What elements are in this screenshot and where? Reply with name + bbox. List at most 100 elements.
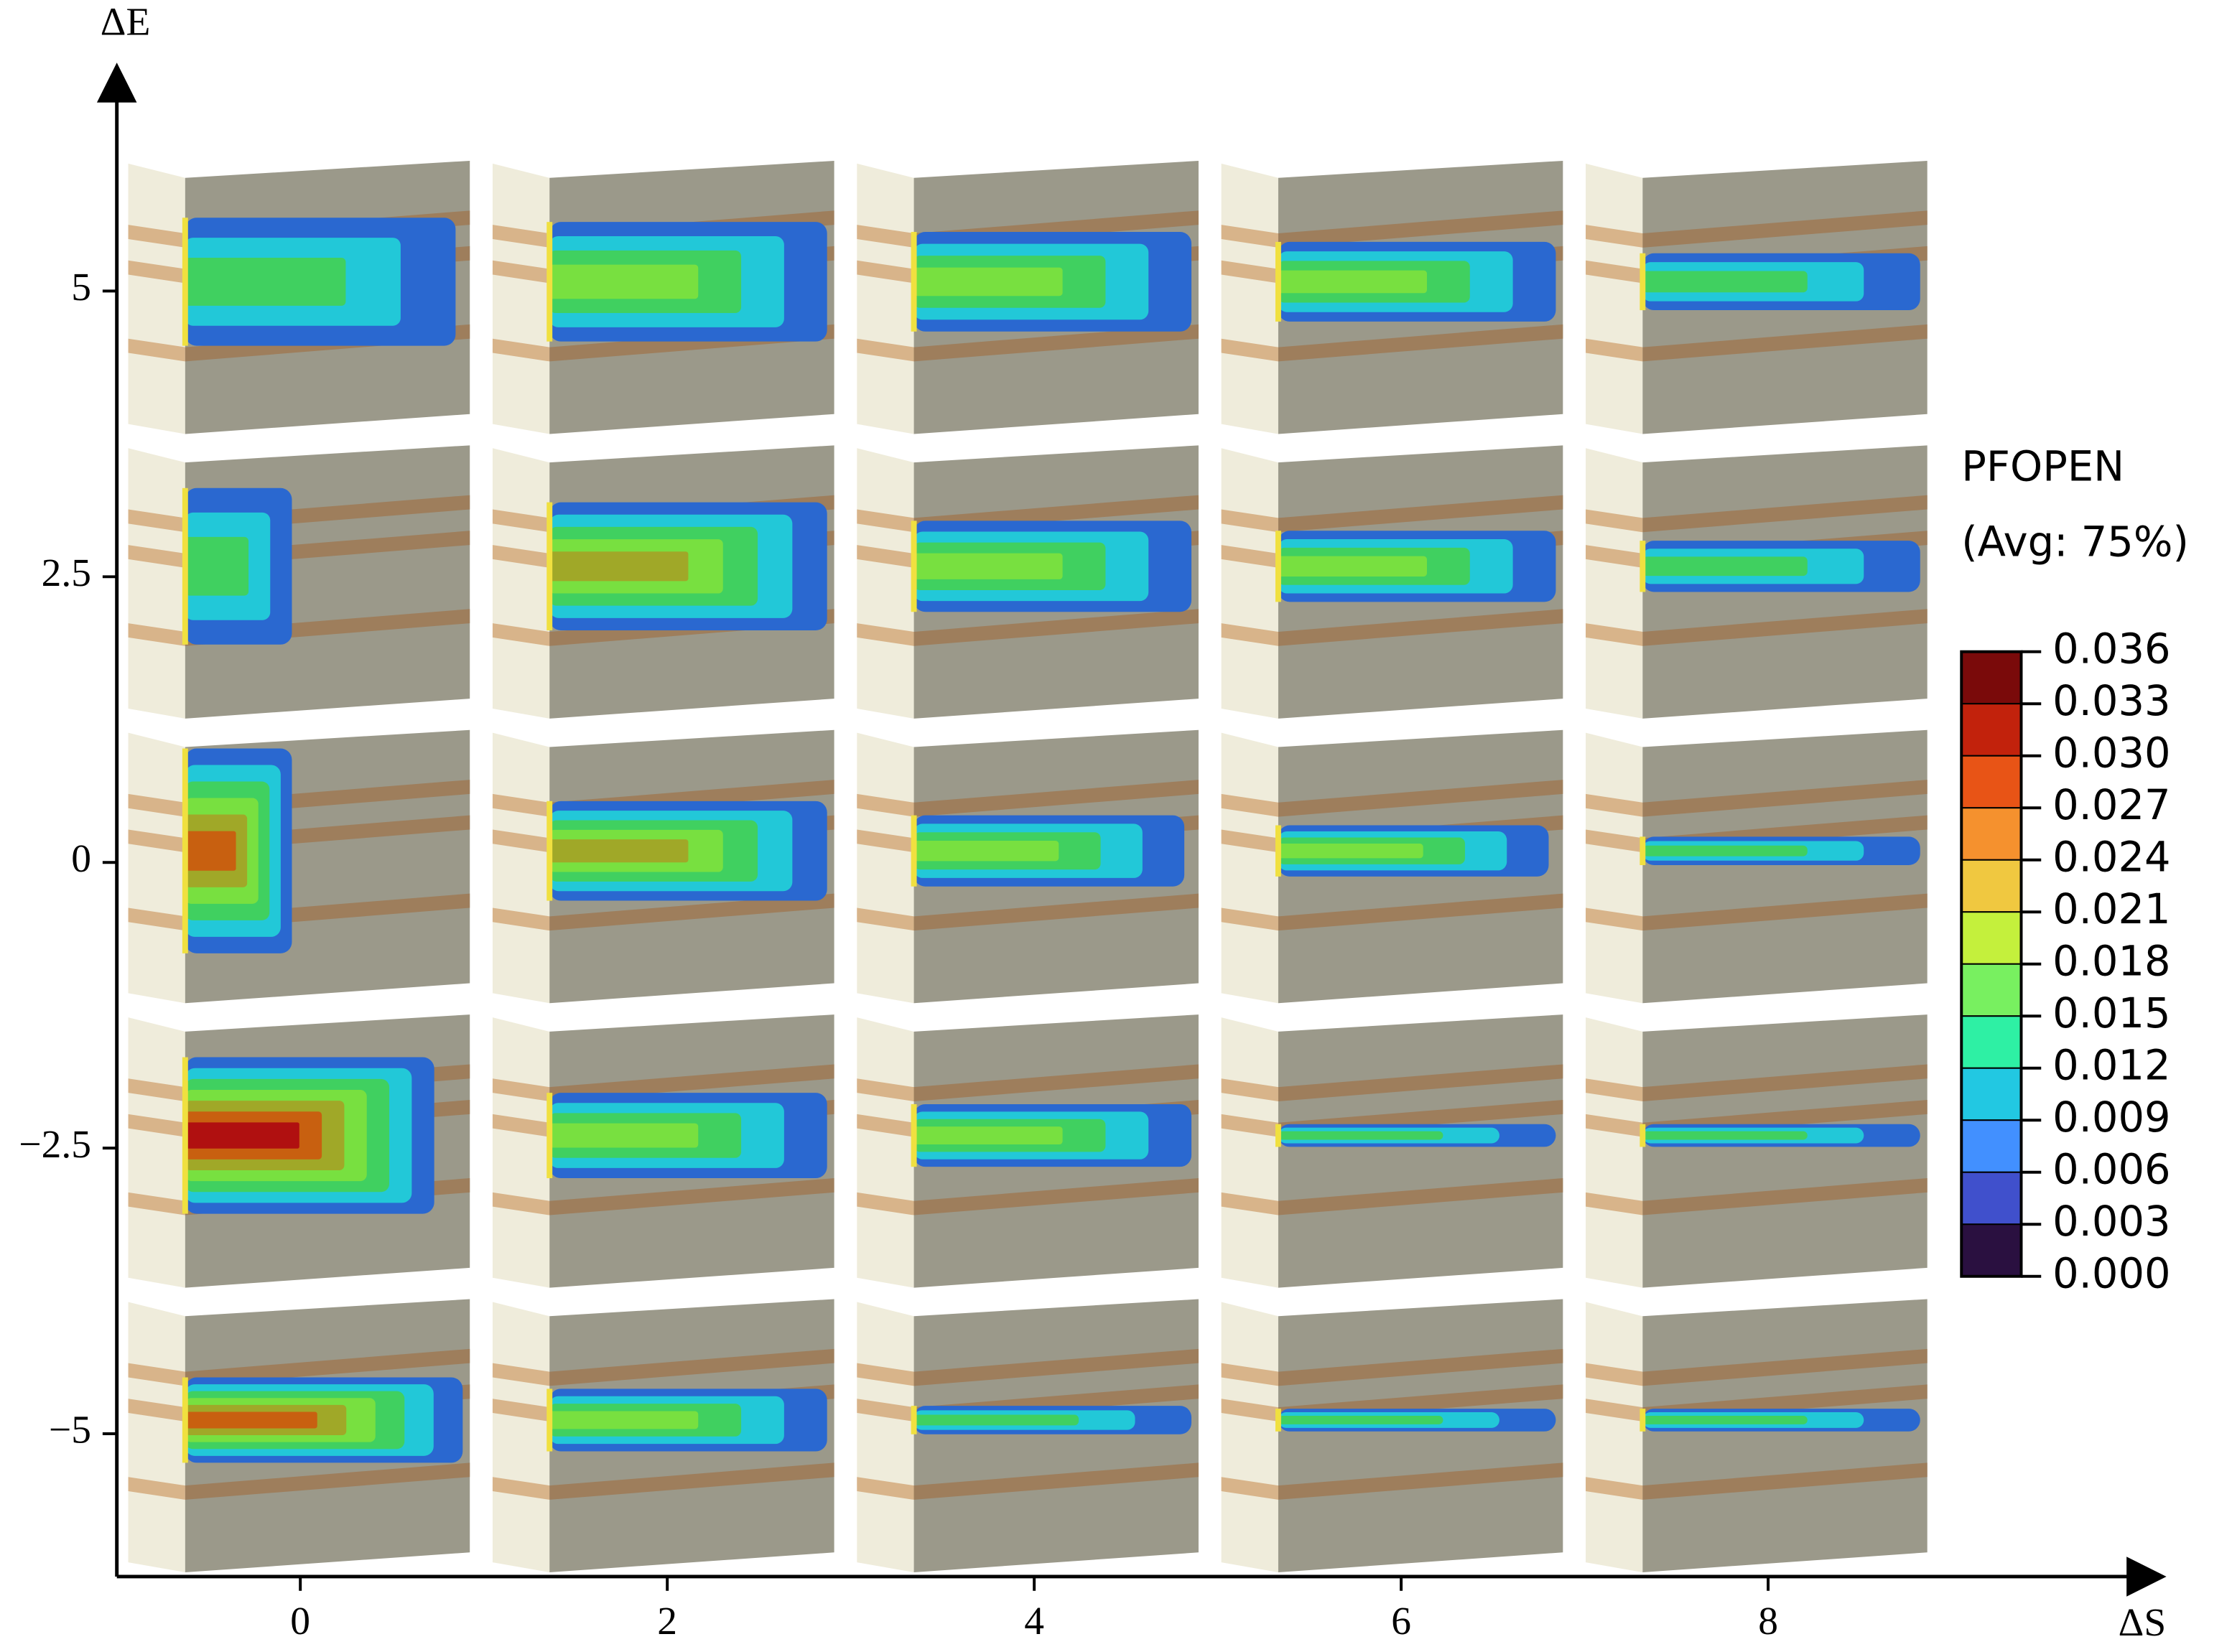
crack-edge <box>547 1093 553 1179</box>
y-axis-label: ΔE <box>101 0 151 44</box>
colorbar-tick-label: 0.006 <box>2052 1145 2171 1193</box>
rock-band <box>857 907 914 931</box>
rock-band <box>857 1114 914 1137</box>
rock-band <box>1221 1192 1278 1215</box>
y-tick-label: −5 <box>49 1409 91 1452</box>
rock-band <box>128 225 185 248</box>
contour <box>913 1126 1063 1145</box>
rock-band <box>1221 509 1278 533</box>
colorbar-band <box>1961 703 2022 757</box>
rock-band <box>1642 210 1928 248</box>
crack-edge <box>1275 1409 1281 1432</box>
crack-edge <box>911 815 917 887</box>
block-side <box>1586 1302 1643 1573</box>
colorbar-tick-label: 0.024 <box>2052 833 2171 881</box>
rock-band <box>1221 623 1278 646</box>
contour <box>1278 1416 1443 1424</box>
rock-band <box>1642 1462 1928 1500</box>
x-arrow <box>2126 1557 2167 1597</box>
rock-band <box>128 1399 185 1422</box>
contour <box>1278 1131 1443 1140</box>
rock-band <box>1221 1114 1278 1137</box>
block-side <box>857 1302 914 1573</box>
rock-band <box>1278 780 1563 817</box>
crack-edge <box>182 487 188 645</box>
rock-band <box>857 545 914 568</box>
block-side <box>1221 448 1278 719</box>
colorbar-subtitle: (Avg: 75%) <box>1961 518 2189 566</box>
crack-edge <box>1640 1124 1646 1147</box>
colorbar-band <box>1961 755 2022 809</box>
block-side <box>1586 732 1643 1004</box>
crack-edge <box>182 1377 188 1463</box>
block-side <box>128 1017 185 1288</box>
x-tick-label: 4 <box>1024 1600 1044 1643</box>
block-side <box>1586 448 1643 719</box>
rock-band <box>1642 1178 1928 1215</box>
rock-band <box>1586 260 1643 284</box>
rock-band <box>128 623 185 646</box>
crack-edge <box>182 1057 188 1214</box>
colorbar-tick-label: 0.027 <box>2052 781 2171 829</box>
rock-band <box>1586 1078 1643 1101</box>
rock-band <box>1586 509 1643 533</box>
contour <box>913 841 1059 862</box>
rock-band <box>128 1477 185 1500</box>
rock-band <box>128 793 185 817</box>
colorbar-band <box>1961 1067 2022 1121</box>
rock-band <box>1586 1114 1643 1137</box>
crack-edge <box>1275 1124 1281 1147</box>
crack-edge <box>911 1406 917 1434</box>
crack-edge <box>911 1103 917 1167</box>
crack-edge <box>547 222 553 342</box>
rock-band <box>1221 225 1278 248</box>
rock-band <box>128 545 185 568</box>
rock-band <box>1586 1477 1643 1500</box>
crack-edge <box>547 1389 553 1452</box>
x-tick-label: 0 <box>290 1600 310 1643</box>
rock-band <box>1278 1348 1563 1386</box>
rock-band <box>857 509 914 533</box>
rock-band <box>1221 1078 1278 1101</box>
contour <box>549 1411 699 1429</box>
y-tick-label: −2.5 <box>19 1123 91 1167</box>
rock-band <box>913 893 1199 931</box>
block-face <box>1642 729 1928 1004</box>
block-side <box>128 732 185 1004</box>
rock-band <box>1642 609 1928 646</box>
rock-band <box>857 1477 914 1500</box>
rock-band <box>1642 1348 1928 1386</box>
crack-edge <box>1275 531 1281 602</box>
rock-band <box>857 623 914 646</box>
rock-band <box>857 829 914 853</box>
crack-edge <box>547 502 553 630</box>
rock-band <box>549 893 834 931</box>
x-axis-label: ΔS <box>2119 1601 2167 1645</box>
block-side <box>1221 163 1278 434</box>
rock-band <box>128 829 185 853</box>
rock-band <box>857 338 914 362</box>
contour <box>549 1123 699 1148</box>
rock-band <box>913 324 1199 362</box>
rock-band <box>492 260 550 284</box>
rock-band <box>913 780 1199 817</box>
rock-band <box>492 793 550 817</box>
contour <box>913 1414 1079 1426</box>
rock-band <box>913 1064 1199 1101</box>
crack-edge <box>182 748 188 953</box>
rock-band <box>492 623 550 646</box>
rock-band <box>1221 338 1278 362</box>
contour <box>185 1122 299 1149</box>
block-side <box>492 163 550 434</box>
rock-band <box>1642 324 1928 362</box>
rock-band <box>1586 907 1643 931</box>
colorbar-tick-label: 0.000 <box>2052 1249 2171 1297</box>
colorbar-band <box>1961 1119 2022 1173</box>
colorbar-tick-label: 0.009 <box>2052 1093 2171 1142</box>
contour <box>1278 556 1427 577</box>
y-tick-label: 0 <box>71 837 91 881</box>
rock-band <box>185 1348 470 1386</box>
rock-band <box>857 1192 914 1215</box>
rock-band <box>1278 1462 1563 1500</box>
crack-edge <box>1640 253 1646 311</box>
